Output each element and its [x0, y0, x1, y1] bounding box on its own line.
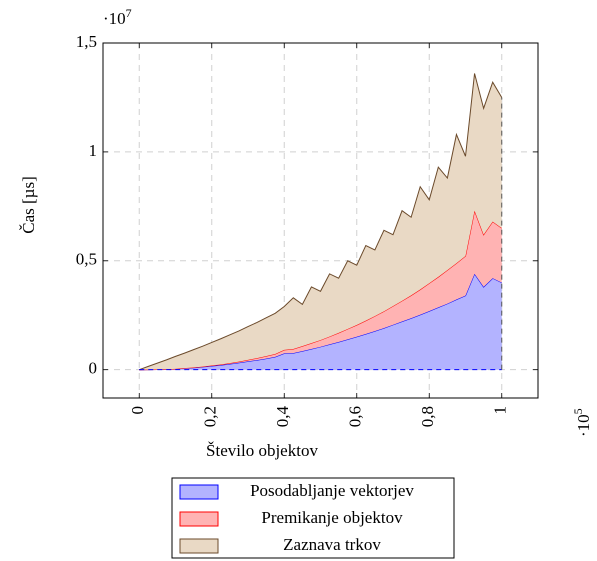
y-tick-label: 0 — [89, 359, 98, 378]
y-scale-exponent: 7 — [126, 6, 132, 20]
legend-box — [171, 477, 455, 559]
x-scale-base: ·10 — [574, 414, 593, 437]
legend-label: Premikanje objektov — [261, 508, 403, 527]
x-tick-label: 0,6 — [346, 406, 365, 427]
plot-frame — [102, 42, 539, 399]
legend-label: Zaznava trkov — [283, 535, 381, 554]
legend-swatch — [179, 484, 219, 500]
y-scale-base: ·10 — [103, 9, 126, 28]
area-line — [139, 73, 503, 371]
x-tick-label: 0 — [128, 406, 147, 415]
x-tick-label: 0,4 — [273, 406, 292, 428]
area — [139, 73, 502, 370]
legend-label: Posodabljanje vektorjev — [250, 481, 414, 500]
legend-swatch — [179, 538, 219, 554]
area — [139, 273, 502, 370]
x-scale-exponent: 5 — [571, 408, 585, 414]
area — [139, 210, 502, 370]
x-scale-label: ·105 — [571, 408, 593, 437]
legend-swatch — [179, 511, 219, 527]
y-scale-label: ·107 — [103, 6, 132, 28]
y-tick-label: 0,5 — [76, 250, 97, 269]
x-tick-label: 0,8 — [418, 406, 437, 427]
x-tick-label: 1 — [491, 406, 510, 415]
y-tick-label: 1 — [89, 141, 98, 160]
x-tick-label: 0,2 — [201, 406, 220, 427]
y-tick-label: 1,5 — [76, 32, 97, 51]
y-axis-label: Čas [µs] — [19, 176, 38, 233]
x-axis-label: Število objektov — [206, 441, 318, 460]
